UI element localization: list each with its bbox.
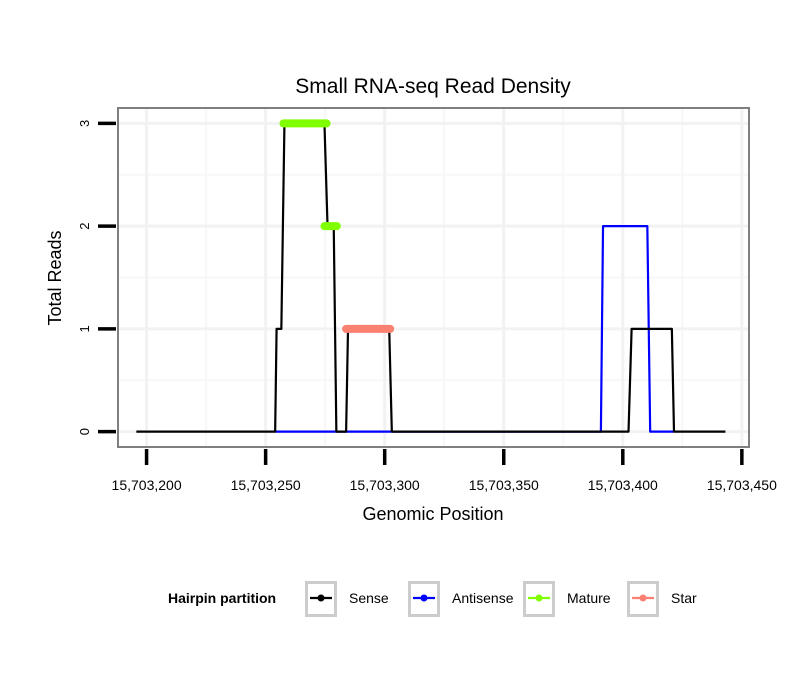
legend-label-sense: Sense [349,590,389,606]
x-tick-label: 15,703,450 [707,477,777,493]
y-tick-label: 1 [77,325,92,332]
y-tick-label: 3 [77,120,92,127]
panel-border [117,107,750,448]
legend-key-point-mature [535,594,543,602]
x-tick-label: 15,703,250 [231,477,301,493]
chart-title: Small RNA-seq Read Density [295,75,571,98]
axes: 15,703,200 15,703,250 15,703,300 15,703,350… [77,120,777,493]
legend-label-star: Star [671,590,697,606]
y-tick-label: 0 [77,428,92,435]
x-tick-label: 15,703,200 [112,477,182,493]
legend-title: Hairpin partition [168,590,276,606]
y-tick-label: 2 [77,223,92,230]
x-axis-label: Genomic Position [362,504,503,524]
x-tick-label: 15,703,400 [588,477,658,493]
legend-label-mature: Mature [567,590,611,606]
legend-label-antisense: Antisense [452,590,514,606]
legend-key-point-antisense [420,594,428,602]
legend-key-point-sense [317,594,325,602]
series-layer [136,119,726,433]
legend-key-point-star [639,594,647,602]
x-tick-label: 15,703,300 [350,477,420,493]
legend: Hairpin partition Sense Antisense Mature St… [168,581,697,617]
x-tick-label: 15,703,350 [469,477,539,493]
y-axis-label: Total Reads [45,230,65,325]
sense-line [136,122,726,433]
